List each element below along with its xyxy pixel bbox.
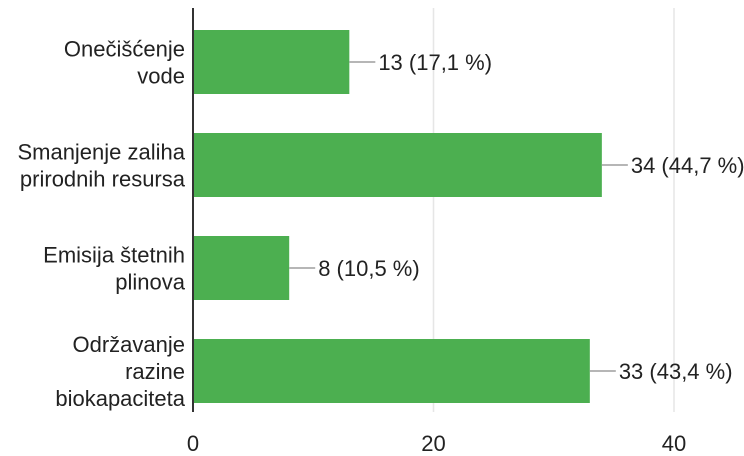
x-tick-label: 20 [421, 431, 445, 456]
category-labels: Onečišćenje vode Smanjenje zaliha prirodnih… [17, 37, 185, 412]
category-label-line: Održavanje [72, 332, 185, 357]
category-label-line: Smanjenje zaliha [17, 140, 185, 165]
leader-lines [289, 61, 628, 372]
category-label: Onečišćenje vode [64, 37, 185, 89]
category-label-line: plinova [115, 270, 185, 295]
category-label-line: prirodnih resursa [20, 167, 186, 192]
bar [193, 30, 350, 94]
category-label-line: Onečišćenje [64, 37, 185, 62]
bars [193, 30, 602, 403]
category-label-line: razine [125, 359, 185, 384]
bar [193, 133, 602, 197]
x-tick-label: 40 [662, 431, 686, 456]
category-label: Emisija štetnih plinova [43, 243, 186, 295]
category-label-line: vode [137, 64, 185, 89]
data-label: 34 (44,7 %) [631, 153, 744, 178]
bar [193, 339, 590, 403]
bar [193, 236, 290, 300]
category-label: Smanjenje zaliha prirodnih resursa [17, 140, 185, 192]
data-label: 8 (10,5 %) [318, 256, 420, 281]
data-label: 33 (43,4 %) [619, 359, 733, 384]
data-label: 13 (17,1 %) [378, 50, 492, 75]
x-tick-label: 0 [187, 431, 199, 456]
category-label: Održavanje razine biokapaciteta [55, 332, 185, 411]
category-label-line: biokapaciteta [55, 386, 185, 411]
category-label-line: Emisija štetnih [43, 243, 185, 268]
x-axis-tick-labels: 0 20 40 [187, 431, 686, 456]
data-labels: 13 (17,1 %) 34 (44,7 %) 8 (10,5 %) 33 (43,4… [318, 50, 744, 384]
